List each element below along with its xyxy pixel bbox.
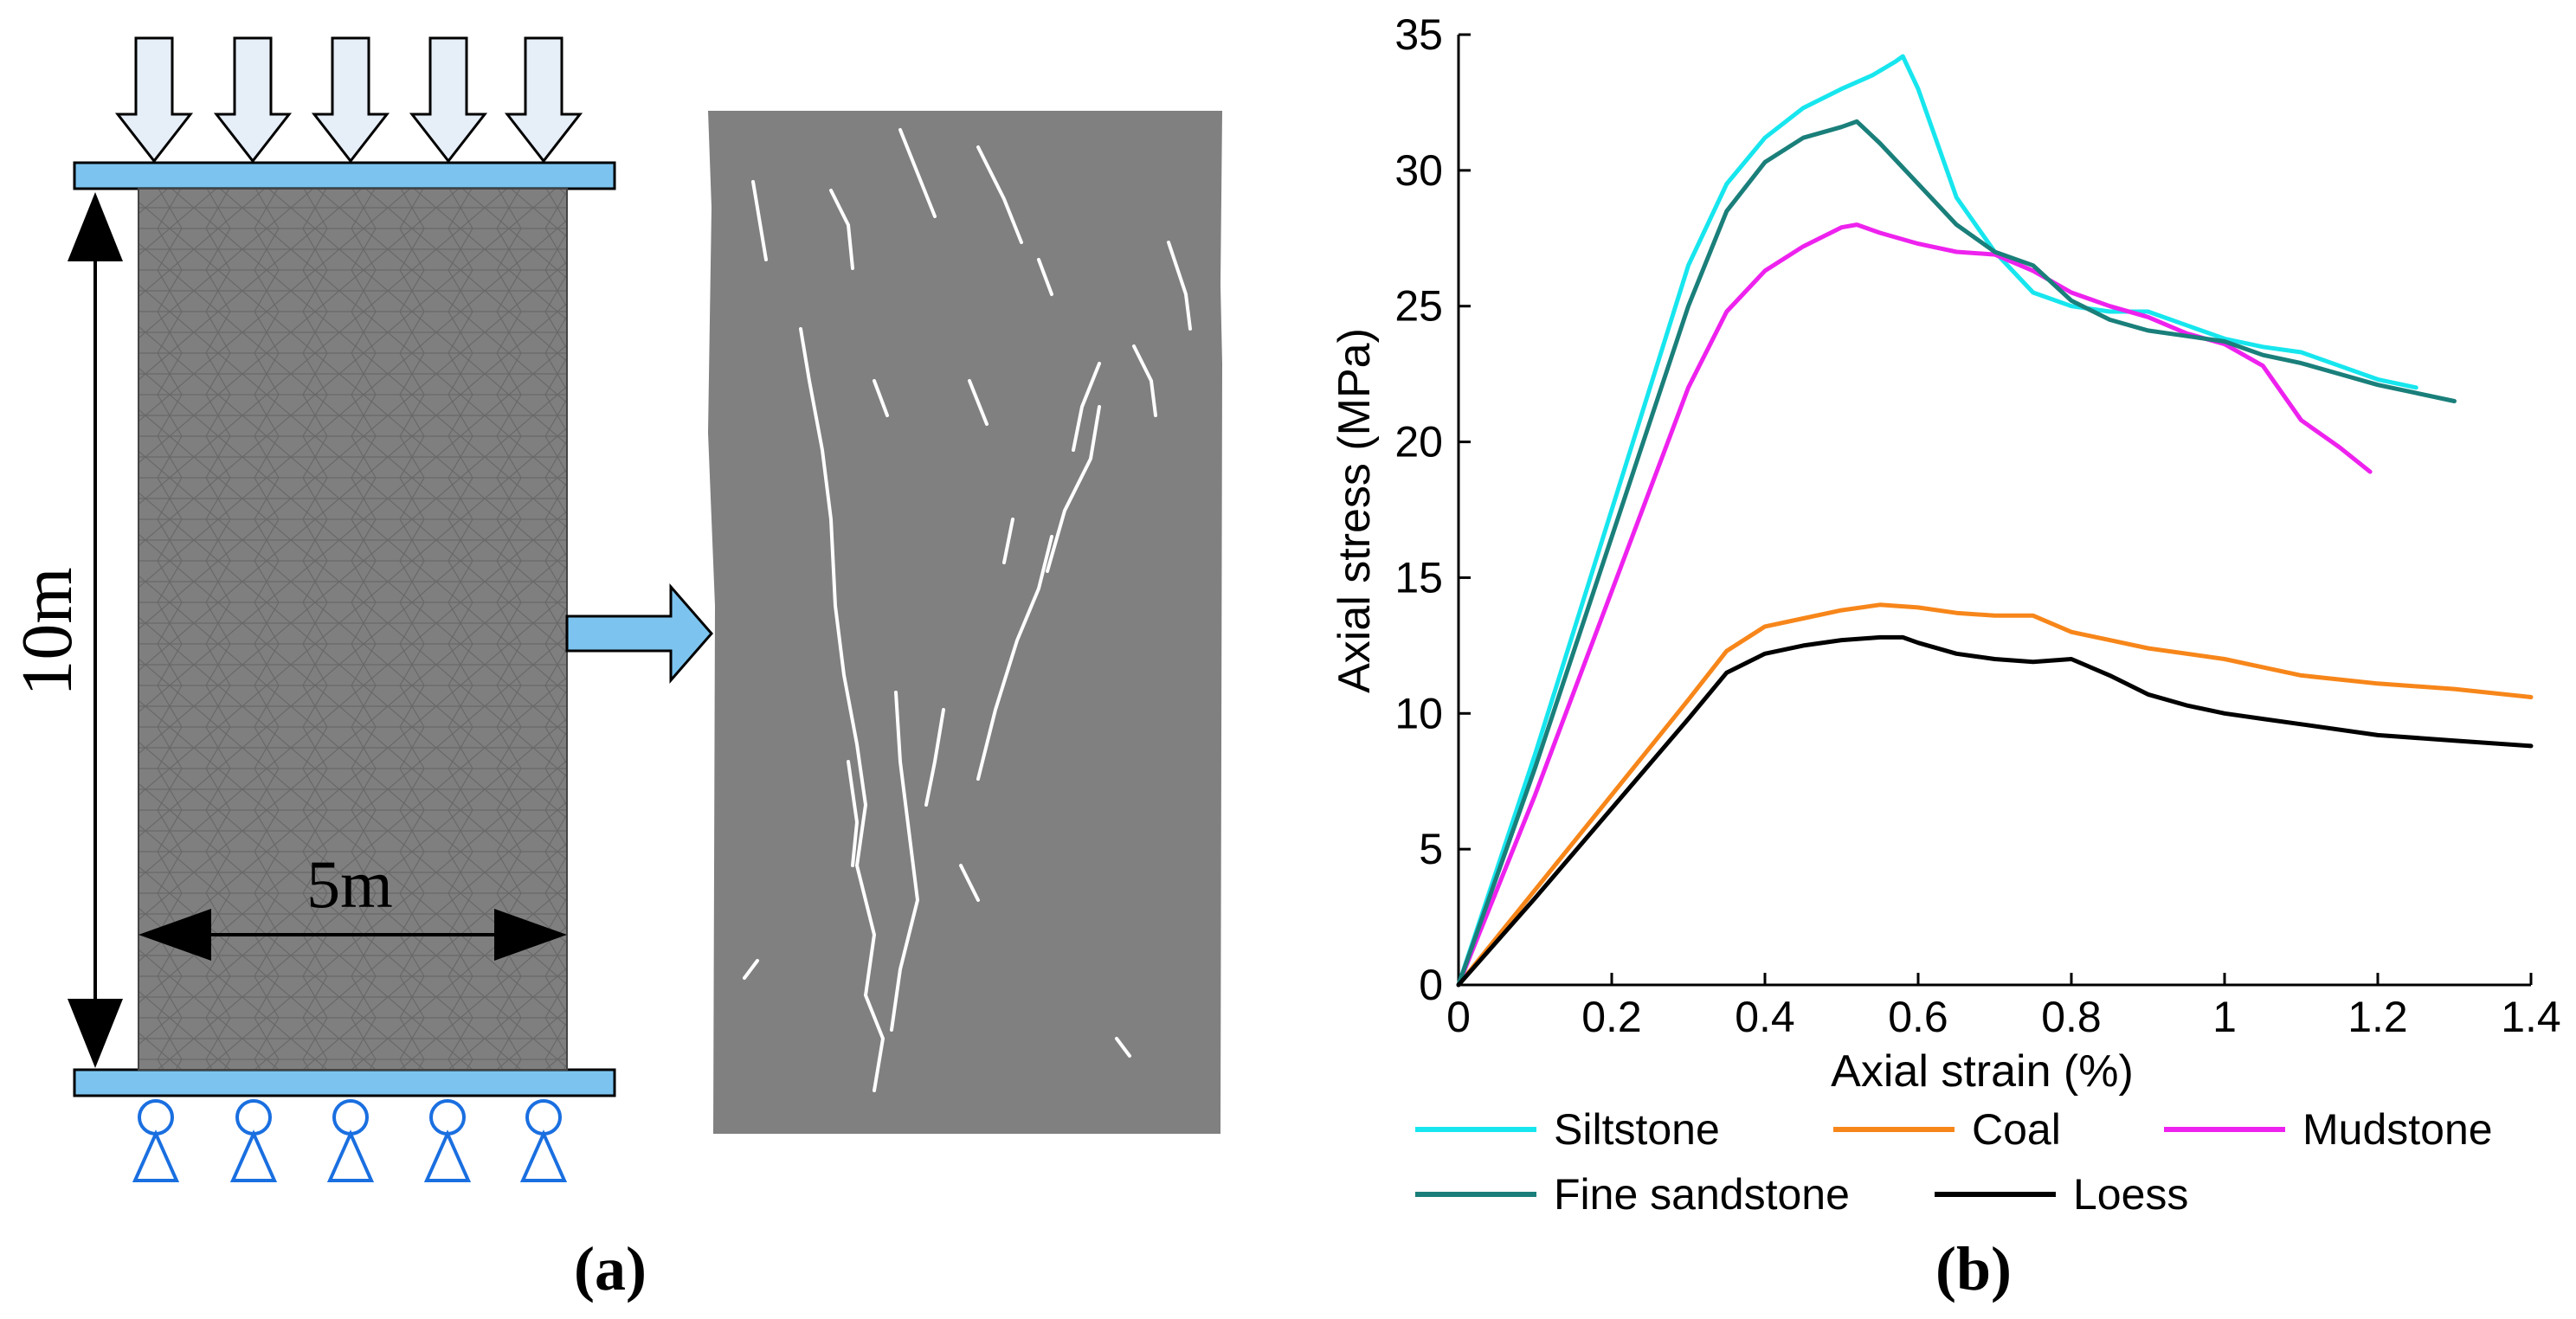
width-label: 5m — [306, 846, 393, 922]
x-tick-label: 0 — [1446, 993, 1471, 1041]
roller-supports — [132, 1099, 568, 1182]
legend-item: Fine sandstone — [1415, 1170, 1850, 1219]
legend-item: Siltstone — [1415, 1105, 1720, 1154]
x-tick-label: 1.2 — [2347, 993, 2408, 1041]
x-tick-label: 0.2 — [1581, 993, 1642, 1041]
legend-label: Coal — [1972, 1105, 2061, 1154]
series-line-siltstone — [1456, 54, 2418, 988]
series-line-mudstone — [1456, 222, 2373, 988]
chart-legend: Siltstone Coal Mudstone Fine sandstone Loess — [1415, 1105, 2493, 1219]
transition-arrow-icon — [565, 582, 713, 685]
x-axis-label: Axial strain (%) — [1831, 1046, 2134, 1097]
legend-label: Siltstone — [1554, 1105, 1720, 1154]
x-tick-label: 1 — [2212, 993, 2237, 1041]
legend-label: Mudstone — [2302, 1105, 2493, 1154]
load-arrows — [114, 36, 583, 164]
y-tick-label: 5 — [1419, 825, 1443, 873]
x-tick-label: 0.8 — [2041, 993, 2102, 1041]
y-tick-label: 10 — [1394, 689, 1443, 737]
panel-a: 10m 5m — [7, 36, 1222, 1303]
legend-label: Fine sandstone — [1554, 1170, 1850, 1219]
series-line-coal — [1456, 602, 2534, 988]
y-tick-label: 35 — [1394, 10, 1443, 59]
load-arrow-icon — [114, 36, 194, 164]
top-plate — [73, 161, 616, 190]
y-tick-label: 30 — [1394, 146, 1443, 195]
y-tick-label: 25 — [1394, 282, 1443, 331]
load-arrow-icon — [311, 36, 390, 164]
roller-support-icon — [519, 1099, 568, 1182]
load-arrow-icon — [213, 36, 293, 164]
height-label: 10m — [7, 567, 87, 696]
series-line-fine-sandstone — [1456, 119, 2457, 988]
y-tick-label: 20 — [1394, 418, 1443, 466]
height-dimension — [68, 192, 123, 1068]
failure-pattern — [708, 111, 1222, 1134]
load-arrow-icon — [504, 36, 583, 164]
y-tick-label: 0 — [1419, 961, 1443, 1009]
roller-support-icon — [229, 1099, 278, 1182]
y-tick-label: 15 — [1394, 553, 1443, 602]
legend-label: Loess — [2073, 1170, 2188, 1219]
load-arrow-icon — [409, 36, 488, 164]
x-tick-label: 0.4 — [1735, 993, 1795, 1041]
roller-support-icon — [326, 1099, 375, 1182]
bottom-plate — [73, 1068, 616, 1097]
legend-item: Coal — [1833, 1105, 2061, 1154]
roller-support-icon — [423, 1099, 472, 1182]
width-dimension — [138, 909, 567, 961]
x-tick-label: 0.6 — [1888, 993, 1948, 1041]
y-axis-label: Axial stress (MPa) — [1330, 328, 1380, 693]
series-line-loess — [1456, 634, 2534, 988]
roller-support-icon — [132, 1099, 180, 1182]
stress-strain-chart: 0 5 10 15 20 25 30 35 0 0.2 0.4 0.6 0.8 1 1.2 1.4 Axia… — [1330, 10, 2561, 1303]
panel-b-label: (b) — [1935, 1234, 2012, 1303]
panel-a-label: (a) — [574, 1234, 647, 1303]
x-tick-label: 1.4 — [2501, 993, 2561, 1041]
legend-item: Mudstone — [2164, 1105, 2493, 1154]
legend-item: Loess — [1935, 1170, 2188, 1219]
